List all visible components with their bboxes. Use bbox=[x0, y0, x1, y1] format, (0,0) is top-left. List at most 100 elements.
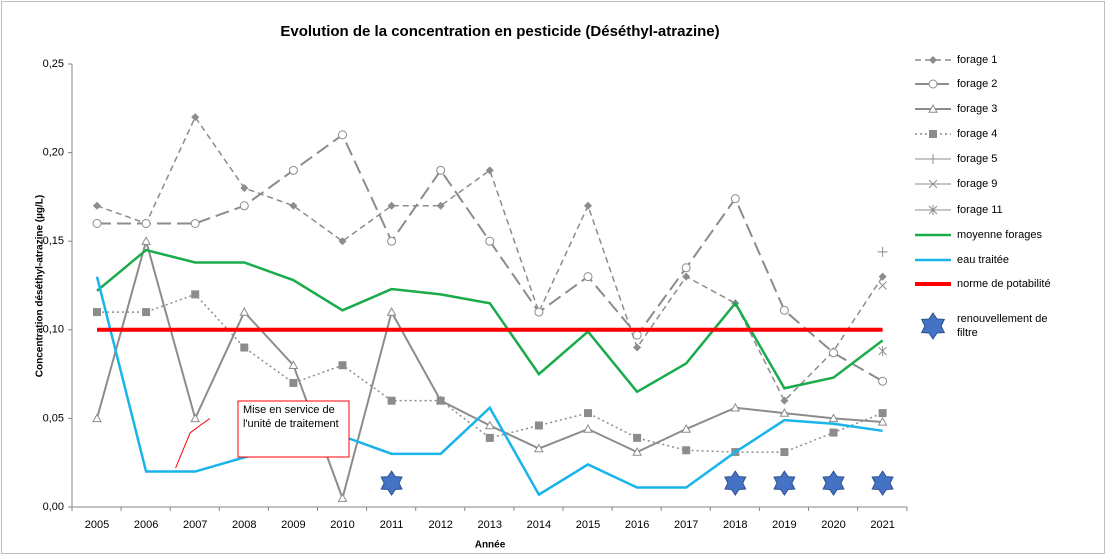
marker bbox=[338, 237, 347, 246]
series-line bbox=[96, 115, 884, 402]
marker bbox=[92, 218, 102, 228]
series bbox=[380, 470, 894, 497]
marker bbox=[682, 446, 691, 455]
x-tick-label: 2020 bbox=[821, 519, 845, 531]
series bbox=[92, 236, 888, 502]
marker bbox=[190, 218, 200, 228]
marker bbox=[877, 246, 888, 257]
x-tick-label: 2007 bbox=[183, 519, 207, 531]
marker bbox=[730, 402, 741, 412]
legend-label: forage 2 bbox=[957, 78, 997, 90]
x-tick-label: 2016 bbox=[625, 519, 649, 531]
x-axis-label: Année bbox=[475, 540, 506, 551]
marker bbox=[877, 416, 888, 426]
marker bbox=[829, 428, 838, 437]
marker bbox=[141, 236, 151, 245]
chart-title: Evolution de la concentration en pestici… bbox=[280, 23, 719, 40]
marker bbox=[584, 409, 592, 418]
y-axis-label: Concentration déséthyl-atrazine (µg/L) bbox=[35, 195, 46, 377]
legend-label: eau traitée bbox=[957, 254, 1009, 266]
marker bbox=[436, 201, 445, 210]
marker bbox=[878, 272, 887, 281]
marker bbox=[239, 201, 249, 211]
x-tick-label: 2018 bbox=[723, 519, 747, 531]
series bbox=[878, 346, 887, 357]
marker bbox=[632, 447, 642, 456]
marker bbox=[928, 205, 938, 215]
legend-label: forage 1 bbox=[957, 54, 997, 66]
marker bbox=[878, 346, 887, 357]
marker bbox=[141, 218, 151, 228]
marker bbox=[386, 307, 397, 316]
marker bbox=[485, 166, 494, 175]
marker bbox=[780, 448, 789, 457]
marker bbox=[779, 408, 790, 417]
marker bbox=[583, 424, 593, 433]
marker bbox=[240, 343, 249, 352]
annotation-box bbox=[237, 400, 350, 458]
marker bbox=[534, 307, 544, 317]
marker bbox=[929, 56, 937, 64]
marker bbox=[142, 308, 151, 317]
marker bbox=[93, 201, 101, 210]
marker bbox=[337, 493, 348, 502]
marker bbox=[484, 420, 495, 430]
marker bbox=[773, 470, 796, 497]
marker bbox=[724, 470, 747, 497]
annotation-leader bbox=[175, 417, 211, 469]
marker bbox=[928, 154, 938, 164]
marker bbox=[878, 281, 887, 290]
legend-label: norme de potabilité bbox=[957, 278, 1051, 290]
legend-label: forage 11 bbox=[957, 204, 1003, 216]
marker bbox=[632, 330, 642, 340]
marker bbox=[288, 165, 298, 175]
marker bbox=[380, 470, 403, 497]
legend-label: forage 5 bbox=[957, 153, 997, 165]
marker bbox=[387, 201, 396, 210]
marker bbox=[534, 421, 543, 430]
marker bbox=[338, 130, 347, 140]
marker bbox=[436, 165, 446, 175]
x-tick-label: 2019 bbox=[772, 519, 796, 531]
marker bbox=[829, 348, 838, 358]
marker bbox=[338, 361, 347, 370]
marker bbox=[485, 236, 495, 246]
marker bbox=[289, 378, 298, 387]
series-line bbox=[97, 293, 883, 453]
marker bbox=[584, 201, 592, 210]
marker bbox=[822, 470, 845, 497]
marker bbox=[288, 360, 299, 369]
series bbox=[92, 130, 888, 386]
legend-label: renouvellement de filtre bbox=[957, 313, 1048, 339]
marker bbox=[878, 376, 888, 386]
series bbox=[877, 246, 888, 257]
x-tick-label: 2006 bbox=[134, 519, 158, 531]
x-tick-label: 2008 bbox=[232, 519, 256, 531]
legend-label: forage 9 bbox=[957, 178, 997, 190]
y-tick-label: 0,05 bbox=[43, 412, 64, 424]
marker bbox=[730, 194, 740, 204]
marker bbox=[928, 179, 938, 189]
marker bbox=[878, 409, 887, 418]
marker bbox=[583, 272, 593, 282]
marker bbox=[387, 236, 397, 246]
marker bbox=[682, 272, 691, 281]
marker bbox=[681, 263, 691, 273]
marker bbox=[92, 413, 102, 423]
marker bbox=[929, 130, 937, 138]
marker bbox=[485, 433, 494, 442]
marker bbox=[828, 413, 839, 423]
y-tick-label: 0,15 bbox=[43, 235, 64, 247]
legend-label: moyenne forages bbox=[957, 229, 1042, 241]
marker bbox=[633, 343, 642, 352]
x-tick-label: 2013 bbox=[478, 519, 502, 531]
marker bbox=[289, 201, 298, 210]
legend-label: forage 4 bbox=[957, 128, 997, 140]
x-tick-label: 2010 bbox=[330, 519, 354, 531]
series bbox=[878, 281, 887, 290]
x-tick-label: 2015 bbox=[576, 519, 600, 531]
marker bbox=[436, 396, 445, 405]
legend-label: forage 3 bbox=[957, 103, 997, 115]
